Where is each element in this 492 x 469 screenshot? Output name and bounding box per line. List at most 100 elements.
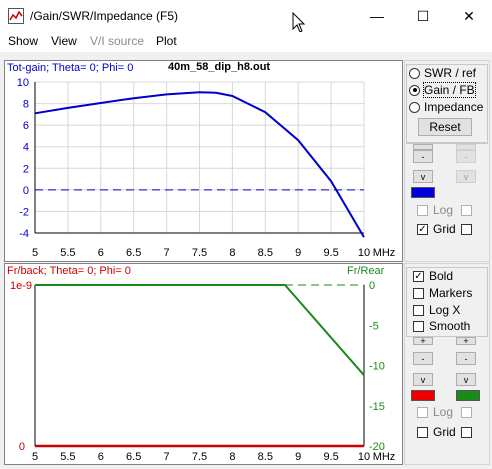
logx-checkbox[interactable] bbox=[413, 305, 424, 316]
x-tick-label: 6 bbox=[98, 247, 104, 259]
smooth-label: Smooth bbox=[429, 319, 471, 333]
radio-gain-circle[interactable] bbox=[409, 84, 420, 96]
top-right-minus-button[interactable]: - bbox=[456, 150, 476, 163]
close-button[interactable]: ✕ bbox=[463, 7, 475, 24]
radio-swr-ref[interactable]: SWR / ref bbox=[409, 66, 476, 80]
x-tick-label: 5 bbox=[32, 247, 38, 259]
bottom-grid-checkbox[interactable] bbox=[417, 427, 428, 438]
x-tick-label: 6.5 bbox=[126, 247, 141, 259]
plot-type-group bbox=[406, 64, 488, 144]
top-grid-checkbox[interactable]: ✓ bbox=[417, 224, 428, 235]
top-left-v-button[interactable]: v bbox=[413, 170, 433, 183]
top-grid-label: Grid bbox=[433, 222, 456, 236]
left-tick-label: 1e-9 bbox=[10, 280, 32, 292]
markers-checkbox[interactable] bbox=[413, 288, 424, 299]
x-tick-label: 5 bbox=[32, 451, 38, 463]
bottom-left-minus-button[interactable]: - bbox=[413, 352, 433, 365]
top-left-up-button[interactable] bbox=[413, 144, 433, 150]
right-tick-label: -20 bbox=[369, 441, 385, 453]
y-tick-label: 10 bbox=[17, 77, 29, 89]
fb-chart-label: Fr/back; Theta= 0; Phi= 0 bbox=[7, 265, 131, 277]
top-right-log-checkbox[interactable] bbox=[461, 205, 472, 216]
y-tick-label: -2 bbox=[19, 206, 29, 218]
bottom-left-color-swatch[interactable] bbox=[411, 390, 435, 401]
x-tick-label: 7 bbox=[164, 451, 170, 463]
bottom-log-checkbox[interactable] bbox=[417, 407, 428, 418]
radio-impedance-label: Impedance bbox=[424, 100, 484, 114]
y-tick-label: 0 bbox=[23, 185, 29, 197]
y-tick-label: 6 bbox=[23, 120, 29, 132]
top-left-color-swatch[interactable] bbox=[411, 187, 435, 198]
bottom-left-plus-button[interactable]: + bbox=[413, 336, 433, 346]
top-right-grid-checkbox[interactable] bbox=[461, 224, 472, 235]
bold-label: Bold bbox=[429, 269, 454, 283]
fr-rear-series-line bbox=[35, 284, 365, 376]
x-tick-label: 5.5 bbox=[60, 451, 75, 463]
x-tick-label: 8 bbox=[229, 451, 235, 463]
x-tick-label: 9 bbox=[295, 451, 301, 463]
app-chart-icon bbox=[8, 8, 24, 24]
bottom-right-grid-checkbox[interactable] bbox=[461, 427, 472, 438]
minimize-button[interactable]: — bbox=[370, 8, 384, 24]
divider bbox=[406, 142, 486, 143]
radio-swr-label: SWR / ref bbox=[424, 66, 477, 80]
x-tick-label: 6.5 bbox=[126, 451, 141, 463]
y-tick-label: 4 bbox=[23, 142, 29, 154]
right-tick-label: -15 bbox=[369, 401, 385, 413]
logx-label: Log X bbox=[429, 303, 461, 317]
y-tick-label: 2 bbox=[23, 163, 29, 175]
radio-gain-fb[interactable]: Gain / FB bbox=[409, 82, 476, 98]
fb-chart-area[interactable] bbox=[4, 263, 403, 465]
top-log-checkbox[interactable] bbox=[417, 205, 428, 216]
x-tick-label: 9.5 bbox=[323, 451, 338, 463]
y-tick-label: -4 bbox=[19, 228, 29, 240]
bottom-right-plus-button[interactable]: + bbox=[456, 336, 476, 346]
gain-series-line bbox=[34, 91, 365, 238]
top-log-label: Log bbox=[433, 203, 454, 217]
bottom-right-v-button[interactable]: v bbox=[456, 373, 476, 386]
window-title: /Gain/SWR/Impedance (F5) bbox=[30, 9, 179, 23]
menu-vi-source[interactable]: V/I source bbox=[90, 34, 145, 48]
radio-impedance[interactable]: Impedance bbox=[409, 100, 483, 114]
x-tick-label: 9 bbox=[295, 247, 301, 259]
right-tick-label: -5 bbox=[369, 320, 379, 332]
x-unit-label: MHz bbox=[373, 451, 396, 463]
radio-gain-label: Gain / FB bbox=[423, 82, 476, 98]
bold-checkbox[interactable]: ✓ bbox=[413, 271, 424, 282]
x-tick-label: 7.5 bbox=[192, 451, 207, 463]
x-unit-label: MHz bbox=[373, 247, 396, 259]
maximize-button[interactable]: ☐ bbox=[416, 7, 430, 24]
radio-impedance-circle[interactable] bbox=[409, 101, 420, 113]
x-tick-label: 6 bbox=[98, 451, 104, 463]
top-right-up-button[interactable] bbox=[456, 144, 476, 150]
options-group bbox=[406, 267, 488, 337]
bottom-right-minus-button[interactable]: - bbox=[456, 352, 476, 365]
left-tick-label: 0 bbox=[19, 441, 25, 453]
x-tick-label: 8 bbox=[229, 247, 235, 259]
reset-button[interactable]: Reset bbox=[418, 118, 472, 136]
radio-swr-circle[interactable] bbox=[409, 67, 420, 79]
bottom-right-log-checkbox[interactable] bbox=[461, 407, 472, 418]
bottom-log-label: Log bbox=[433, 405, 454, 419]
smooth-checkbox[interactable] bbox=[413, 321, 424, 332]
bottom-left-v-button[interactable]: v bbox=[413, 373, 433, 386]
top-right-v-button[interactable]: v bbox=[456, 170, 476, 183]
title-bar[interactable] bbox=[0, 0, 492, 32]
x-tick-label: 8.5 bbox=[258, 247, 273, 259]
menu-show[interactable]: Show bbox=[8, 34, 39, 48]
right-tick-label: 0 bbox=[369, 280, 375, 292]
filename-label: 40m_58_dip_h8.out bbox=[168, 61, 271, 73]
menu-bar bbox=[0, 32, 492, 52]
bottom-right-color-swatch[interactable] bbox=[456, 390, 480, 401]
right-tick-label: -10 bbox=[369, 361, 385, 373]
mouse-cursor-icon bbox=[292, 12, 306, 33]
x-tick-label: 10 bbox=[358, 451, 370, 463]
x-tick-label: 9.5 bbox=[323, 247, 338, 259]
menu-view[interactable]: View bbox=[51, 34, 77, 48]
fr-rear-label: Fr/Rear bbox=[347, 265, 385, 277]
x-tick-label: 10 bbox=[358, 247, 370, 259]
top-left-minus-button[interactable]: - bbox=[413, 150, 433, 163]
gain-chart-area[interactable] bbox=[4, 60, 403, 262]
menu-plot[interactable]: Plot bbox=[156, 34, 177, 48]
